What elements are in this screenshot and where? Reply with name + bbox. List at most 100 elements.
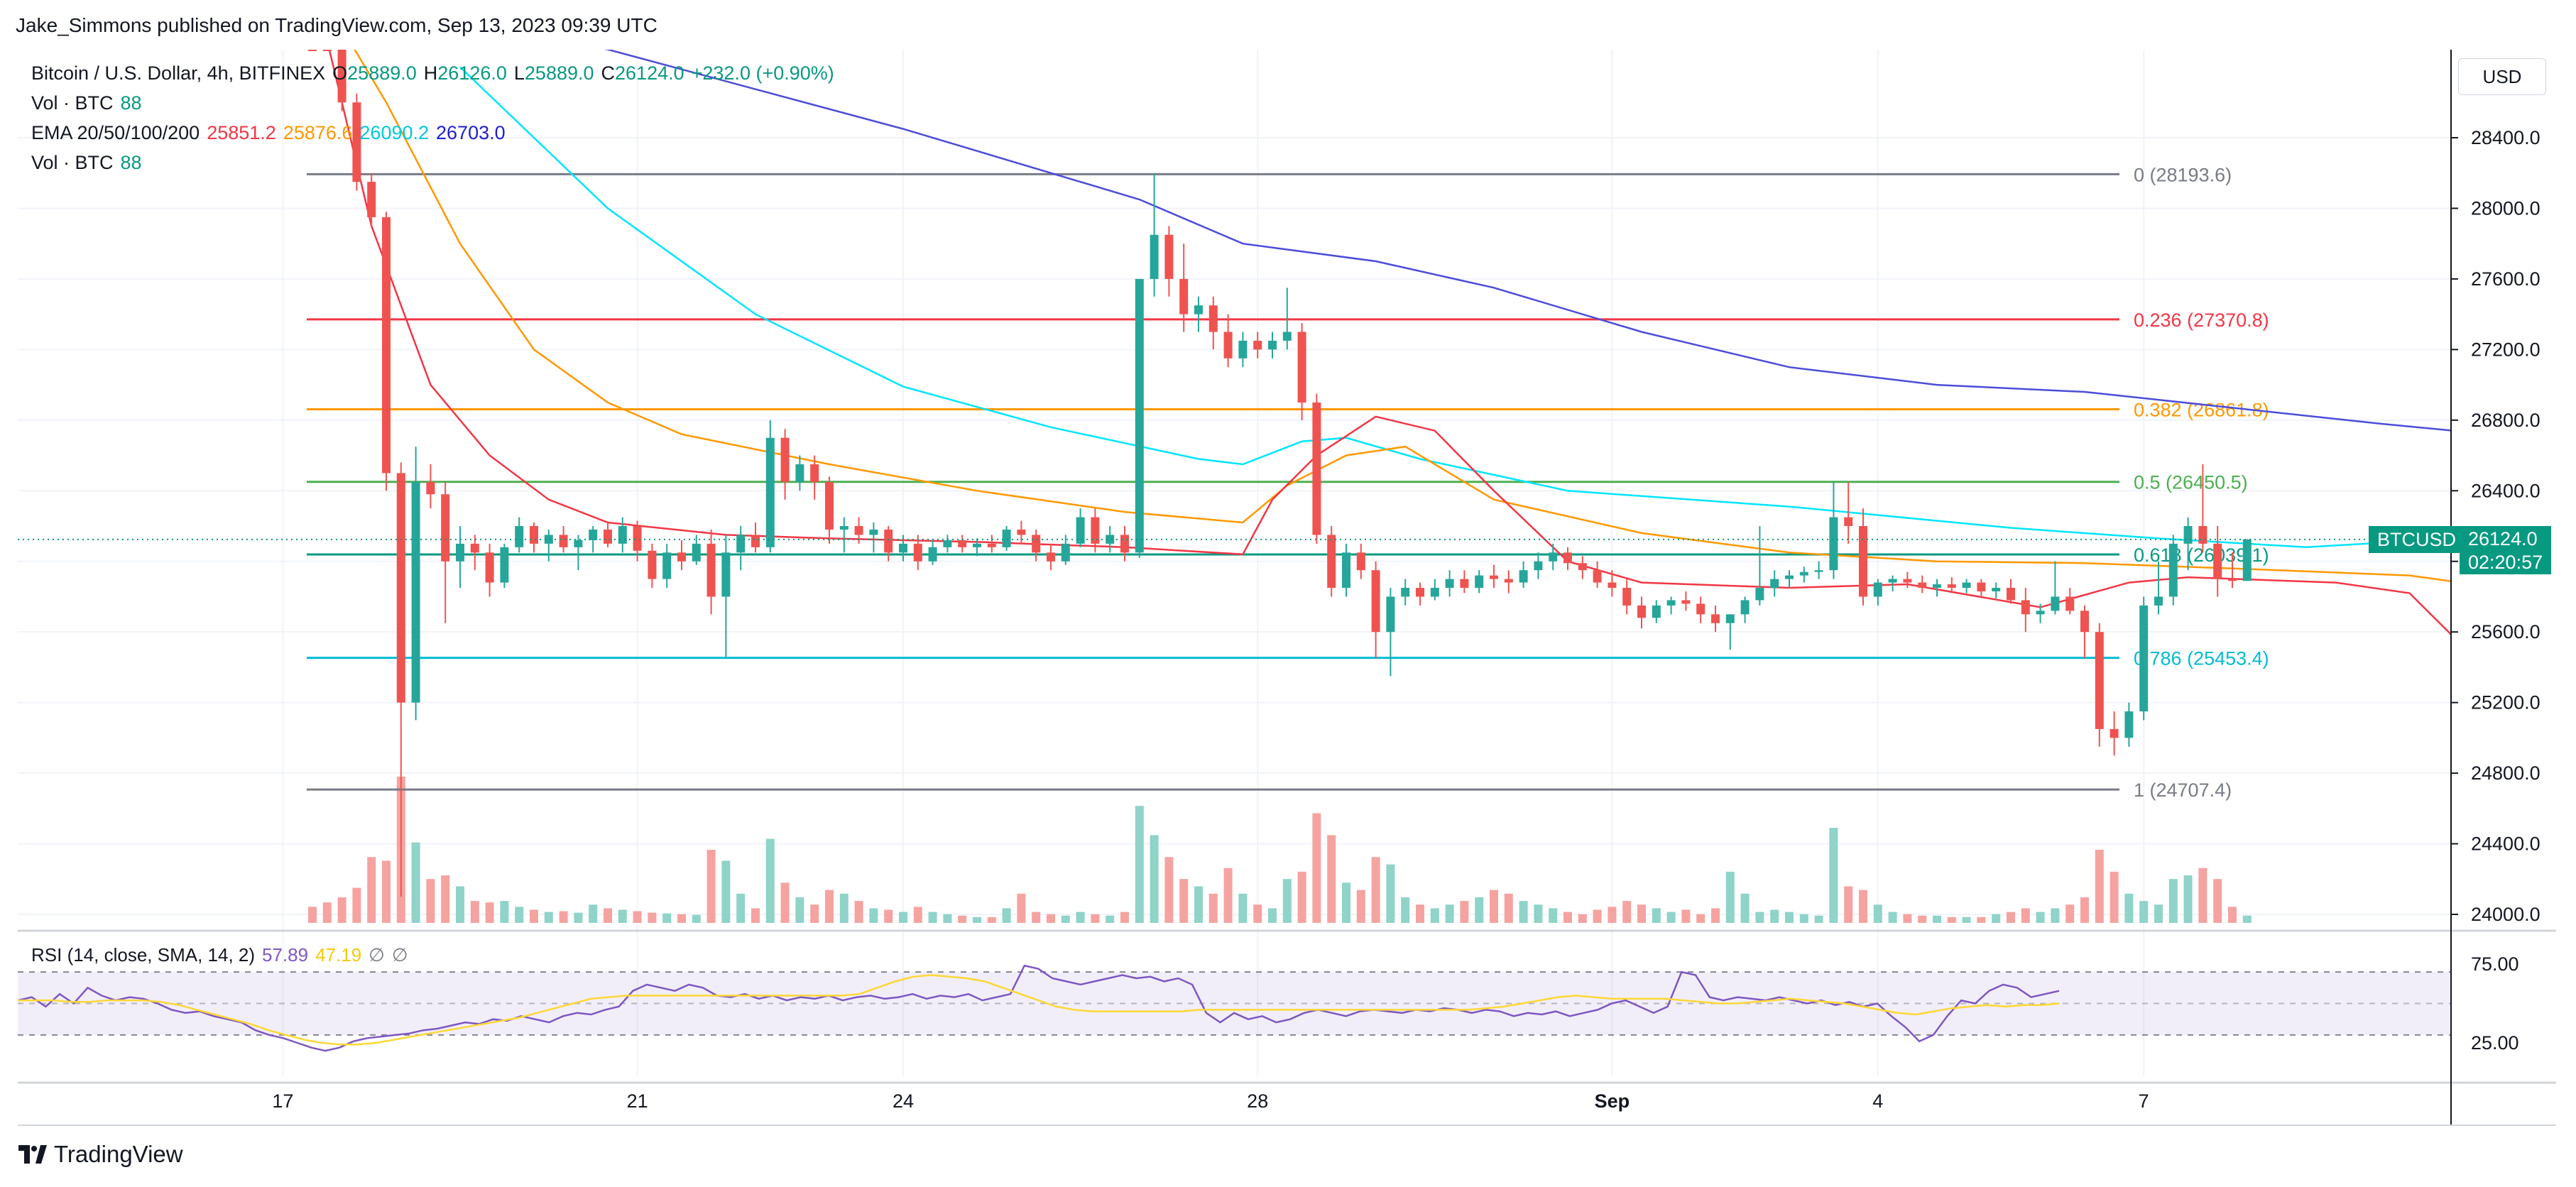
candle-body [1770,579,1779,589]
y-tick-label: 24400.0 [2471,833,2540,855]
volume-bar [1268,908,1277,923]
candle-body [2110,728,2119,738]
volume-bar [1135,806,1144,923]
volume-label[interactable]: Vol · BTC [31,92,114,114]
volume-label-2[interactable]: Vol · BTC [31,152,114,173]
candle-body [1460,579,1469,589]
volume-bar [1918,915,1927,923]
candle-body [1475,575,1484,589]
volume-bar [1873,904,1882,923]
volume-bar [1002,908,1011,923]
candle-body [456,543,464,562]
candle-body [1164,234,1174,279]
volume-bar [1223,868,1233,923]
volume-bar [1032,912,1041,923]
volume-bar [367,857,376,923]
volume-bar [1549,908,1558,923]
candle-body [426,481,435,495]
volume-value-2: 88 [120,152,142,173]
volume-bar [839,893,848,923]
candle-body [648,550,657,579]
candle-body [1933,584,1941,589]
fibonacci-retracement[interactable]: 0 (28193.6)0.236 (27370.8)0.382 (26861.8… [307,164,2269,801]
volume-bar [1725,871,1735,923]
volume-bar [2228,907,2237,923]
volume-legend: Vol · BTC 88 [31,92,149,114]
ema-label[interactable]: EMA 20/50/100/200 [31,122,200,143]
volume-bar [441,875,450,923]
close-label: C [601,62,616,84]
candle-body [1947,584,1956,589]
volume-bar [1755,912,1764,923]
volume-bar [928,912,937,923]
bar-countdown: 02:20:57 [2468,552,2543,573]
volume-bar [1416,904,1424,923]
volume-bar [913,907,922,923]
candle-body [396,473,405,703]
volume-bar [1017,893,1026,923]
candle-body [1681,600,1691,604]
candle-body [1401,588,1410,597]
candle-body [470,543,479,553]
low-label: L [513,62,525,84]
candle-body [1047,552,1055,562]
candle-body [337,50,346,103]
volume-bar [736,893,746,923]
candle-body [1208,305,1218,332]
volume-bar [2036,912,2045,923]
volume-bar [1622,901,1632,923]
ema200-value: 26703.0 [436,122,506,143]
candle-body [721,552,731,597]
candle-body [692,543,701,562]
high-value: 26126.0 [437,62,507,84]
rsi-pane-bg [18,936,2451,1076]
candle-body [308,50,317,51]
candle-body [441,494,450,562]
volume-bar [2168,879,2178,923]
volume-bar [1947,917,1956,923]
candles [18,50,2451,897]
candle-body [574,540,583,547]
symbol-title[interactable]: Bitcoin / U.S. Dollar, 4h, BITFINEX [31,62,326,84]
currency-button[interactable]: USD [2458,58,2546,95]
publisher-line: Jake_Simmons published on TradingView.co… [16,14,657,36]
y-tick-label: 24800.0 [2471,762,2540,784]
volume-bar [500,901,509,923]
volume-bar [1711,908,1720,923]
volume-bar [795,897,804,923]
volume-bar [1799,914,1808,923]
candle-body [559,535,568,547]
candle-body [1076,517,1085,544]
rsi-pane[interactable]: 75.00 25.00 [18,953,2519,1054]
last-price-badge: 26124.0 02:20:57 [2460,526,2552,574]
volume-bar [530,909,538,923]
x-tick-label: 21 [627,1090,648,1112]
volume-bar [1933,915,1941,923]
volume-bar [1076,912,1085,923]
candle-body [1992,588,2001,591]
candle-body [1977,582,1986,591]
footer-brand[interactable]: TradingView [18,1141,183,1168]
volume-bar [2154,904,2163,923]
fib-level-label: 0.236 (27370.8) [2134,310,2269,331]
volume-bar [692,914,701,923]
candle-body [322,50,332,51]
volume-bar [633,911,642,923]
volume-bar [1519,901,1528,923]
rsi-label[interactable]: RSI (14, close, SMA, 14, 2) [31,944,256,966]
volume-bar [884,909,893,923]
volume-bar [1563,912,1572,923]
volume-bar [2183,875,2193,923]
candle-body [2124,711,2134,738]
candle-body [958,540,967,547]
candle-body [411,481,420,703]
candle-body [1356,552,1365,571]
rsi-sma-value: 47.19 [315,944,362,966]
volume-bar [1401,897,1410,923]
volume-bar [1977,917,1986,923]
candle-body [1504,579,1513,583]
volume-bar [1814,915,1823,923]
rsi-sma-line [18,974,2060,1046]
